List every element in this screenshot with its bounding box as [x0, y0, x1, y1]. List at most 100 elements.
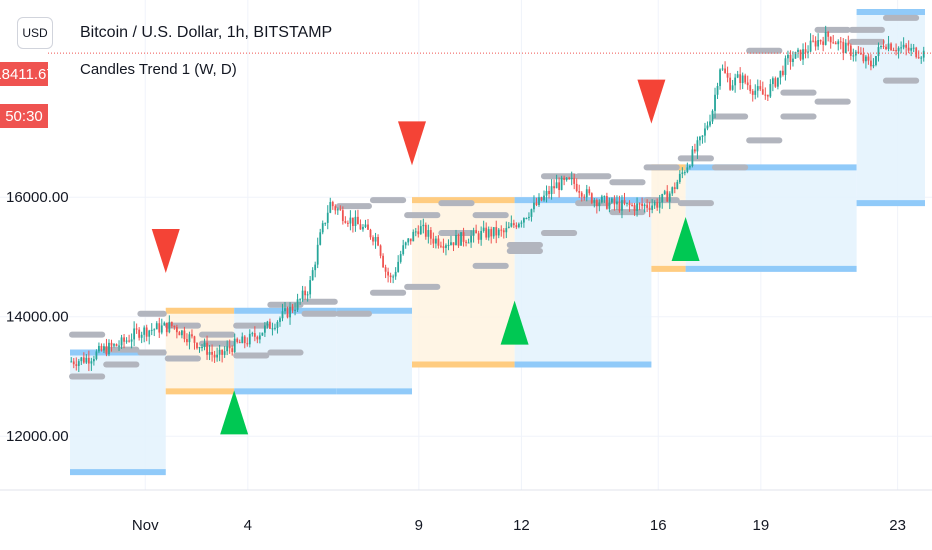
- currency-button[interactable]: USD: [17, 17, 53, 49]
- candle-body: [266, 321, 269, 326]
- candle-body: [661, 194, 664, 203]
- trend-zone: [412, 200, 515, 365]
- candle-body: [457, 235, 460, 246]
- candle-body: [628, 202, 631, 206]
- candle-body: [85, 357, 88, 363]
- candle-body: [442, 246, 445, 248]
- candle-body: [399, 254, 402, 262]
- candle-body: [450, 242, 452, 245]
- candle-body: [284, 308, 286, 312]
- candle-body: [543, 195, 545, 201]
- candle-body: [291, 306, 294, 311]
- candle-body: [482, 227, 485, 231]
- candle-body: [882, 45, 885, 47]
- candle-body: [588, 189, 591, 194]
- candle-body: [819, 40, 822, 42]
- candle-body: [638, 203, 641, 205]
- candle-body: [631, 205, 633, 207]
- candle-body: [183, 330, 186, 340]
- candle-body: [274, 327, 276, 329]
- candle-body: [502, 230, 505, 233]
- candle-body: [467, 242, 470, 244]
- candle-body: [216, 354, 219, 358]
- candle-body: [696, 140, 699, 152]
- candle-body: [100, 345, 103, 351]
- candle-body: [512, 223, 515, 226]
- candle-body: [394, 271, 397, 277]
- candle-body: [817, 40, 820, 47]
- candle-body: [824, 32, 827, 45]
- candle-body: [306, 294, 309, 296]
- candle-body: [314, 264, 317, 271]
- candle-body: [814, 40, 817, 47]
- candle-body: [377, 237, 379, 246]
- candle-body: [759, 86, 762, 90]
- candle-body: [870, 60, 872, 67]
- candle-body: [115, 344, 118, 346]
- trend-zone: [70, 352, 166, 473]
- candle-body: [352, 217, 354, 227]
- candle-body: [804, 49, 807, 53]
- candle-body: [276, 321, 279, 328]
- candle-body: [334, 206, 337, 211]
- candle-body: [812, 40, 814, 42]
- candle-body: [424, 224, 427, 237]
- candle-body: [304, 290, 307, 296]
- candle-body: [407, 238, 410, 243]
- candle-body: [545, 190, 548, 196]
- candle-body: [658, 202, 661, 208]
- candle-body: [208, 352, 211, 355]
- candle-body: [191, 334, 193, 337]
- candle-body: [902, 44, 905, 48]
- candle-body: [409, 238, 412, 242]
- candle-body: [196, 342, 198, 349]
- candle-body: [397, 261, 400, 272]
- candle-body: [839, 41, 842, 43]
- candle-body: [656, 202, 659, 208]
- candle-body: [887, 43, 890, 50]
- candle-body: [802, 49, 804, 60]
- candle-body: [339, 209, 342, 211]
- candle-body: [548, 190, 550, 195]
- candle-body: [472, 230, 475, 236]
- candle-body: [782, 70, 784, 75]
- candle-body: [517, 223, 520, 228]
- candle-body: [774, 78, 777, 87]
- indicator-label[interactable]: Candles Trend 1 (W, D): [80, 61, 237, 78]
- candle-body: [357, 216, 359, 225]
- candle-body: [920, 57, 923, 59]
- candle-body: [228, 346, 231, 349]
- candle-body: [721, 68, 724, 70]
- candle-body: [258, 335, 261, 340]
- candle-body: [319, 232, 322, 245]
- candle-body: [797, 49, 799, 52]
- candle-body: [241, 336, 244, 344]
- bar-countdown-tag: 50:30: [0, 104, 48, 128]
- candle-body: [832, 42, 835, 44]
- candle-body: [590, 193, 593, 203]
- candle-body: [558, 182, 561, 190]
- candle-body: [153, 329, 156, 331]
- candle-body: [495, 227, 498, 236]
- candle-body: [404, 242, 407, 246]
- candle-body: [462, 232, 465, 242]
- candle-body: [470, 235, 472, 243]
- candle-body: [163, 322, 166, 326]
- candle-body: [346, 222, 349, 224]
- candle-body: [341, 210, 344, 222]
- candle-body: [256, 336, 259, 340]
- candle-body: [598, 202, 601, 207]
- candle-body: [369, 229, 372, 238]
- candle-body: [279, 318, 281, 322]
- candle-body: [414, 231, 417, 233]
- candle-body: [95, 351, 98, 360]
- candle-body: [583, 196, 586, 198]
- candle-body: [636, 203, 638, 211]
- candle-body: [568, 177, 571, 179]
- candle-body: [515, 225, 518, 228]
- candle-body: [741, 75, 744, 83]
- candle-body: [92, 359, 95, 362]
- candle-body: [666, 191, 669, 202]
- candle-body: [611, 198, 613, 203]
